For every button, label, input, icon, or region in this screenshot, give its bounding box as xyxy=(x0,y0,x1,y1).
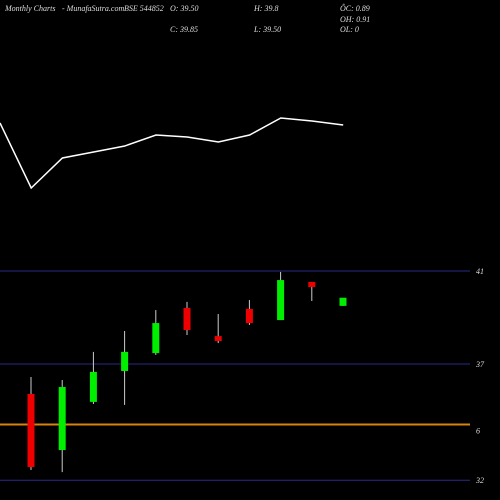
stat: ÔC: 0.89 xyxy=(340,3,370,13)
candle-body xyxy=(27,393,35,467)
candle-body xyxy=(89,371,97,402)
y-tick-label: 32 xyxy=(475,476,484,485)
candle-body xyxy=(183,307,191,331)
ohlc: H: 39.8 xyxy=(253,4,278,13)
candle-body xyxy=(308,281,316,288)
candle-body xyxy=(152,323,160,354)
candle-body xyxy=(245,308,253,324)
stat: OL: 0 xyxy=(340,25,359,34)
site-label: - MunafaSutra.com xyxy=(62,4,124,13)
candle-body xyxy=(339,297,347,306)
candle-body xyxy=(58,387,66,451)
y-tick-label: 37 xyxy=(475,360,485,369)
candle-body xyxy=(214,336,222,341)
candle-body xyxy=(277,280,285,321)
symbol: BSE 544852 xyxy=(124,4,164,13)
reference-label: 6 xyxy=(476,426,480,435)
candle-body xyxy=(121,351,129,371)
ohlc: O: 39.50 xyxy=(170,4,198,13)
ohlc: C: 39.85 xyxy=(170,25,198,34)
indicator-line xyxy=(0,117,344,190)
ohlc: L: 39.50 xyxy=(253,25,281,34)
site-label: Monthly Charts xyxy=(4,4,55,13)
stat: OH: 0.91 xyxy=(340,15,370,24)
y-tick-label: 41 xyxy=(476,267,484,276)
